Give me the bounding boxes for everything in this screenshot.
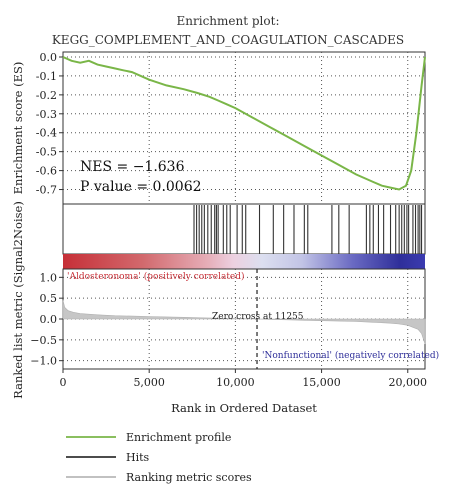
p-value-annotation: P value = 0.0062	[80, 179, 202, 195]
chart-subtitle: KEGG_COMPLEMENT_AND_COAGULATION_CASCADES	[52, 33, 404, 47]
top-panel-y-label: Enrichment score (ES)	[11, 62, 25, 195]
top-panel-y-ticks: 0.0 -0.1 -0.2 -0.3 -0.4 -0.5 -0.6 -0.7	[36, 51, 63, 197]
hits-lines	[193, 205, 423, 254]
chart-title: Enrichment plot:	[177, 14, 280, 28]
x-tick-label-1: 5,000	[133, 376, 165, 389]
bottom-y-tick-label-0: 1.0	[40, 271, 58, 284]
ranking-heatmap-bar	[63, 254, 425, 269]
top-y-tick-label-1: -0.1	[36, 70, 57, 83]
x-tick-label-0: 0	[60, 376, 67, 389]
legend: Enrichment profile Hits Ranking metric sco…	[66, 431, 252, 484]
legend-label-0: Enrichment profile	[126, 431, 231, 444]
heatmap-gradient	[63, 254, 425, 269]
x-axis-label: Rank in Ordered Dataset	[171, 401, 317, 415]
bottom-y-tick-label-3: −0.5	[30, 334, 57, 347]
ranked-metric-panel: Zero cross at 11255 'Aldosteronoma' (pos…	[11, 201, 439, 399]
legend-label-1: Hits	[126, 451, 150, 464]
nes-annotation: NES = −1.636	[80, 159, 185, 175]
top-y-tick-label-3: -0.3	[36, 108, 57, 121]
bottom-y-tick-label-1: 0.5	[40, 292, 58, 305]
x-tick-label-3: 15,000	[302, 376, 341, 389]
hits-panel	[62, 203, 426, 255]
x-tick-label-4: 20,000	[389, 376, 428, 389]
negative-correlation-label: 'Nonfunctional' (negatively correlated)	[262, 350, 439, 361]
bottom-panel-y-label: Ranked list metric (Signal2Noise)	[11, 201, 25, 399]
top-y-tick-label-6: -0.6	[36, 165, 57, 178]
ranking-metric-area	[62, 300, 426, 345]
x-tick-label-2: 10,000	[216, 376, 255, 389]
top-y-tick-label-7: -0.7	[36, 184, 57, 197]
x-axis-ticks: 0 5,000 10,000 15,000 20,000	[60, 369, 428, 389]
hits-panel-frame	[62, 203, 426, 255]
top-y-tick-label-5: -0.5	[36, 146, 57, 159]
bottom-y-tick-label-2: 0.0	[40, 313, 58, 326]
bottom-panel-y-ticks: 1.0 0.5 0.0 −0.5 −1.0	[30, 271, 63, 368]
top-y-tick-label-2: -0.2	[36, 89, 57, 102]
enrichment-profile-line	[62, 56, 426, 191]
top-y-tick-label-0: 0.0	[40, 51, 58, 64]
top-y-tick-label-4: -0.4	[36, 127, 57, 140]
positive-correlation-label: 'Aldosteronoma' (positively correlated)	[67, 271, 245, 282]
zero-cross-label: Zero cross at 11255	[212, 312, 304, 322]
bottom-y-tick-label-4: −1.0	[30, 355, 57, 368]
legend-label-2: Ranking metric scores	[126, 471, 252, 484]
enrichment-score-panel: 0.0 -0.1 -0.2 -0.3 -0.4 -0.5 -0.6 -0.7 NES = −1…	[11, 51, 426, 205]
